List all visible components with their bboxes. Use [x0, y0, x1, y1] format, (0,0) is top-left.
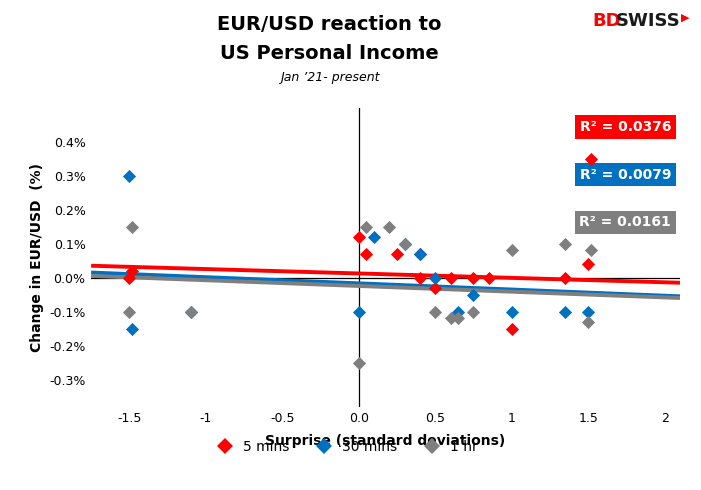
Point: [453, 308, 464, 316]
Point: [430, 284, 441, 292]
Legend: 5 mins, 30 mins, 1 hr: 5 mins, 30 mins, 1 hr: [205, 435, 483, 460]
Point: [483, 274, 494, 282]
Point: [353, 308, 365, 316]
Point: [399, 240, 410, 247]
Point: [391, 250, 402, 258]
Text: SWISS: SWISS: [615, 12, 680, 30]
Point: [414, 250, 426, 258]
Point: [127, 267, 138, 275]
Point: [585, 246, 597, 254]
Point: [468, 274, 479, 282]
Point: [453, 315, 464, 322]
Point: [361, 223, 372, 231]
Point: [383, 223, 395, 231]
Point: [445, 315, 456, 322]
Text: ▶: ▶: [681, 12, 690, 22]
Point: [414, 274, 426, 282]
Text: Jan ’21- present: Jan ’21- present: [280, 71, 379, 84]
Point: [468, 291, 479, 298]
Text: EUR/USD reaction to: EUR/USD reaction to: [217, 15, 442, 34]
Text: R² = 0.0376: R² = 0.0376: [580, 120, 671, 134]
Point: [506, 246, 517, 254]
Point: [506, 325, 517, 333]
Point: [583, 318, 594, 326]
Point: [124, 274, 135, 282]
Point: [559, 240, 571, 247]
X-axis label: Surprise (standard deviations): Surprise (standard deviations): [266, 434, 505, 447]
Point: [185, 308, 196, 316]
Point: [353, 233, 365, 241]
Point: [369, 233, 380, 241]
Point: [127, 223, 138, 231]
Text: R² = 0.0079: R² = 0.0079: [580, 168, 671, 182]
Point: [445, 274, 456, 282]
Point: [430, 308, 441, 316]
Text: R² = 0.0161: R² = 0.0161: [580, 216, 671, 229]
Point: [127, 325, 138, 333]
Text: US Personal Income: US Personal Income: [220, 44, 439, 63]
Point: [583, 260, 594, 268]
Point: [185, 308, 196, 316]
Point: [468, 308, 479, 316]
Point: [506, 308, 517, 316]
Point: [583, 308, 594, 316]
Point: [585, 155, 597, 163]
Point: [430, 274, 441, 282]
Point: [361, 250, 372, 258]
Text: BD: BD: [592, 12, 621, 30]
Y-axis label: Change in EUR/USD  (%): Change in EUR/USD (%): [29, 163, 43, 352]
Point: [559, 308, 571, 316]
Point: [399, 240, 410, 247]
Point: [559, 274, 571, 282]
Point: [353, 359, 365, 367]
Point: [124, 308, 135, 316]
Point: [124, 172, 135, 180]
Point: [414, 250, 426, 258]
